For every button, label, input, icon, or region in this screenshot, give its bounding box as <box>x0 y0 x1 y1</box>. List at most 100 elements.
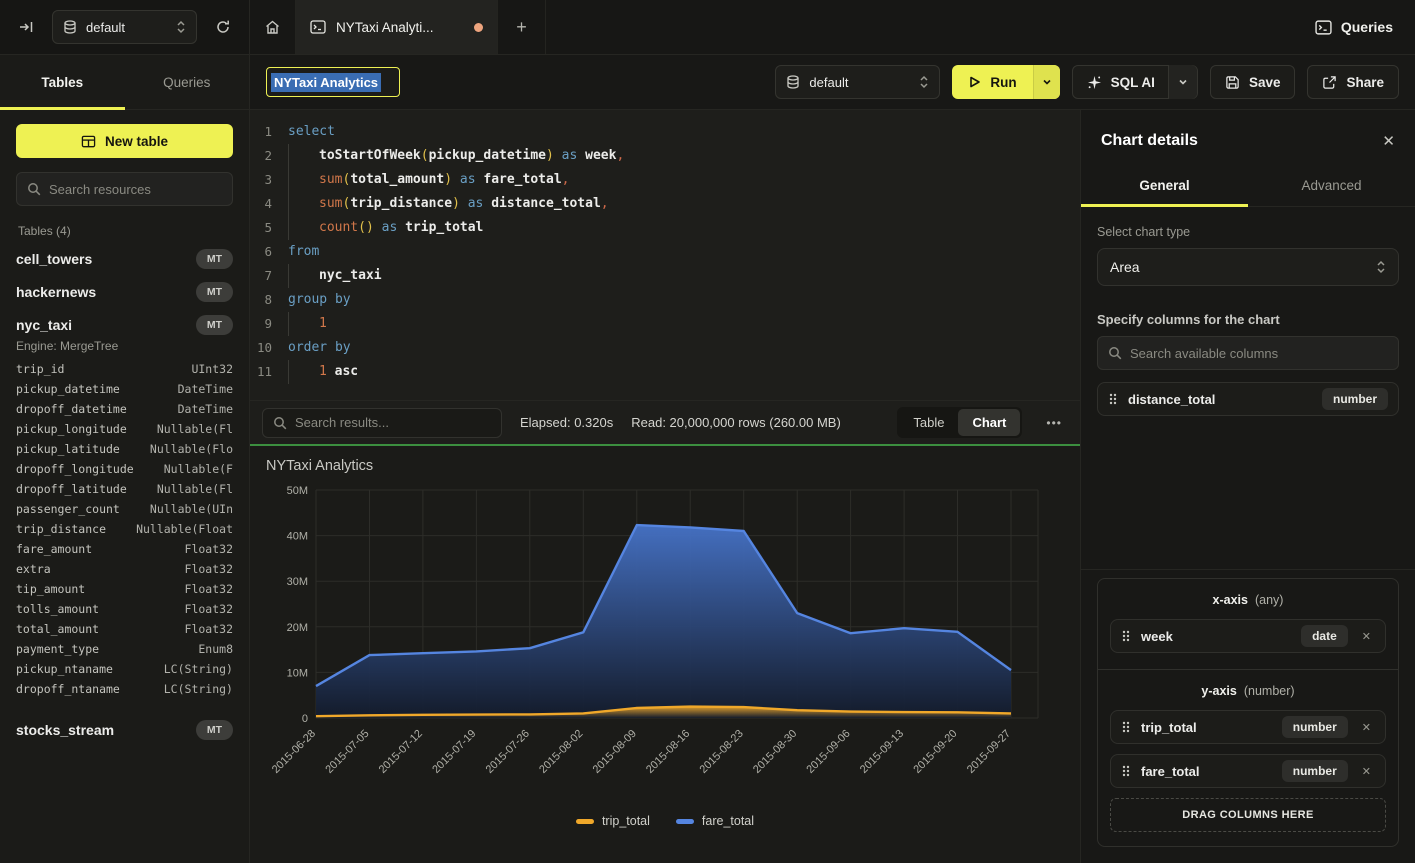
query-toolbar: NYTaxi Analytics default Run SQL AI <box>250 55 1415 110</box>
line-number: 5 <box>264 220 272 235</box>
queries-button[interactable]: Queries <box>1293 0 1415 54</box>
sidebar-search-input[interactable] <box>49 181 222 197</box>
column-type: DateTime <box>177 402 233 416</box>
column-chip-trip_total[interactable]: trip_total number ✕ <box>1110 710 1386 744</box>
view-toggle-table[interactable]: Table <box>899 409 958 436</box>
new-tab-button[interactable]: + <box>498 0 546 54</box>
chip-name: week <box>1141 628 1173 644</box>
y-axis-chips: trip_total number ✕ fare_total number ✕ <box>1110 710 1386 788</box>
database-selector[interactable]: default <box>52 10 197 44</box>
view-toggle-chart[interactable]: Chart <box>958 409 1021 436</box>
code-line: 9 1 <box>250 312 1080 336</box>
collapse-sidebar-icon <box>20 22 33 32</box>
sidebar-tab-tables[interactable]: Tables <box>0 55 125 110</box>
results-search <box>262 407 502 438</box>
sidebar-tabs: Tables Queries <box>0 55 250 110</box>
home-tab[interactable] <box>250 0 296 54</box>
column-chip-week[interactable]: week date ✕ <box>1110 619 1386 653</box>
code-line: 8 group by <box>250 288 1080 312</box>
query-tab-nytaxi[interactable]: NYTaxi Analyti... <box>296 0 498 54</box>
svg-text:2015-09-27: 2015-09-27 <box>965 728 1013 776</box>
column-name: pickup_longitude <box>16 422 127 436</box>
remove-chip-button[interactable]: ✕ <box>1358 719 1375 736</box>
column-name: trip_id <box>16 362 65 376</box>
engine-badge: MT <box>195 314 233 335</box>
column-row: fare_amount Float32 <box>16 539 233 559</box>
queries-label: Queries <box>1340 19 1393 35</box>
panel-divider <box>1081 569 1415 570</box>
sql-ai-button[interactable]: SQL AI <box>1071 65 1198 99</box>
table-row[interactable]: stocks_stream MT <box>16 713 233 746</box>
sql-editor[interactable]: 1 select 2 toStartOfWeek(pickup_datetime… <box>250 110 1080 400</box>
drag-handle-icon <box>1122 630 1130 642</box>
columns-search-input[interactable] <box>1130 345 1388 361</box>
code-line: 6 from <box>250 240 1080 264</box>
run-options-caret[interactable] <box>1032 65 1060 99</box>
svg-text:0: 0 <box>302 713 308 725</box>
legend-swatch <box>575 818 594 824</box>
drag-columns-drop-zone[interactable]: DRAG COLUMNS HERE <box>1110 798 1386 832</box>
save-icon <box>1226 75 1239 89</box>
chevron-down-icon <box>1179 79 1187 85</box>
chip-name: distance_total <box>1128 391 1216 407</box>
legend-item-trip_total[interactable]: trip_total <box>575 814 650 828</box>
legend-item-fare_total[interactable]: fare_total <box>675 814 755 828</box>
panel-tab-general[interactable]: General <box>1081 166 1248 207</box>
close-panel-button[interactable]: ✕ <box>1382 132 1395 150</box>
chart-title: NYTaxi Analytics <box>266 458 374 474</box>
code-line: 4 sum(trip_distance) as distance_total, <box>250 192 1080 216</box>
line-number: 1 <box>264 124 272 139</box>
column-name: total_amount <box>16 622 100 636</box>
table-row[interactable]: nyc_taxi MT <box>16 308 233 341</box>
sql-ai-label: SQL AI <box>1110 74 1155 90</box>
chart-type-select[interactable]: Area <box>1097 248 1399 286</box>
line-number: 11 <box>256 364 272 379</box>
sql-ai-options-caret[interactable] <box>1167 65 1197 99</box>
queries-icon <box>1315 19 1332 35</box>
legend-swatch <box>675 818 694 824</box>
column-chip-fare_total[interactable]: fare_total number ✕ <box>1110 754 1386 788</box>
code-line: 1 select <box>250 120 1080 144</box>
refresh-button[interactable] <box>211 15 235 39</box>
line-number: 6 <box>264 244 272 259</box>
pane-resize-handle[interactable] <box>250 444 1080 446</box>
query-title-input[interactable]: NYTaxi Analytics <box>266 67 400 97</box>
share-button[interactable]: Share <box>1307 65 1399 99</box>
legend-label: trip_total <box>601 814 650 828</box>
collapse-sidebar-button[interactable] <box>14 15 38 39</box>
column-chip-distance_total[interactable]: distance_total number <box>1097 382 1399 416</box>
panel-tab-advanced[interactable]: Advanced <box>1248 166 1415 206</box>
column-type: Nullable(F <box>163 462 233 476</box>
search-icon <box>274 416 287 429</box>
table-row[interactable]: hackernews MT <box>16 275 233 308</box>
results-search-input[interactable] <box>295 415 491 430</box>
chevron-updown-icon <box>177 20 185 34</box>
column-name: pickup_ntaname <box>16 662 113 676</box>
remove-chip-button[interactable]: ✕ <box>1358 628 1375 645</box>
new-table-button[interactable]: New table <box>16 124 233 158</box>
column-type: Float32 <box>184 622 233 636</box>
column-type: Float32 <box>184 602 233 616</box>
sidebar-tab-queries[interactable]: Queries <box>163 74 211 90</box>
svg-text:30M: 30M <box>287 576 308 588</box>
toolbar-database-selector[interactable]: default <box>775 65 941 99</box>
remove-chip-button[interactable]: ✕ <box>1358 763 1375 780</box>
table-row[interactable]: cell_towers MT <box>16 242 233 275</box>
save-button[interactable]: Save <box>1209 65 1296 99</box>
line-number: 3 <box>264 172 272 187</box>
rows-read: Read: 20,000,000 rows (260.00 MB) <box>631 415 841 430</box>
tables-section-label: Tables (4) <box>18 224 71 238</box>
column-name: dropoff_longitude <box>16 462 134 476</box>
column-row: extra Float32 <box>16 559 233 579</box>
code-line: 7 nyc_taxi <box>250 264 1080 288</box>
legend-label: fare_total <box>701 814 755 828</box>
line-number: 9 <box>264 316 272 331</box>
more-options-button[interactable]: ••• <box>1040 416 1068 430</box>
table-engine: Engine: MergeTree <box>16 339 119 353</box>
engine-badge: MT <box>195 248 233 269</box>
column-row: pickup_ntaname LC(String) <box>16 659 233 679</box>
line-number: 8 <box>264 292 272 307</box>
sidebar-header: default <box>0 0 250 54</box>
run-button[interactable]: Run <box>952 65 1060 99</box>
